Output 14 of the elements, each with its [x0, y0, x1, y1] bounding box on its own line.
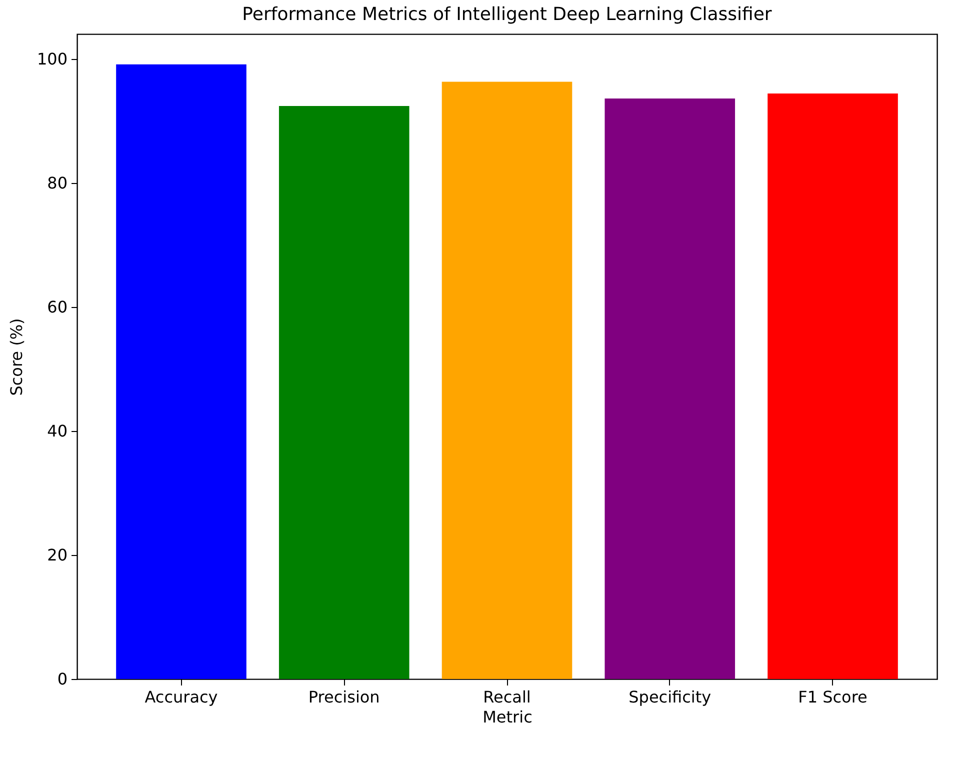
x-axis-title: Metric: [482, 708, 532, 726]
y-tick-label: 40: [47, 421, 68, 440]
y-axis-title: Score (%): [6, 318, 26, 396]
y-tick-label: 80: [47, 173, 68, 192]
chart-title: Performance Metrics of Intelligent Deep Learning Classifier: [242, 4, 772, 25]
x-tick-label: Recall: [483, 688, 531, 706]
x-tick-label: Precision: [308, 688, 380, 706]
x-tick-label: F1 Score: [798, 688, 868, 706]
x-tick-label: Accuracy: [144, 688, 218, 706]
x-tick-label: Specificity: [628, 688, 712, 706]
y-tick-label: 20: [47, 545, 68, 564]
y-tick-label: 60: [47, 297, 68, 316]
y-tick-label: 0: [57, 670, 68, 688]
y-tick-label: 100: [36, 49, 68, 68]
